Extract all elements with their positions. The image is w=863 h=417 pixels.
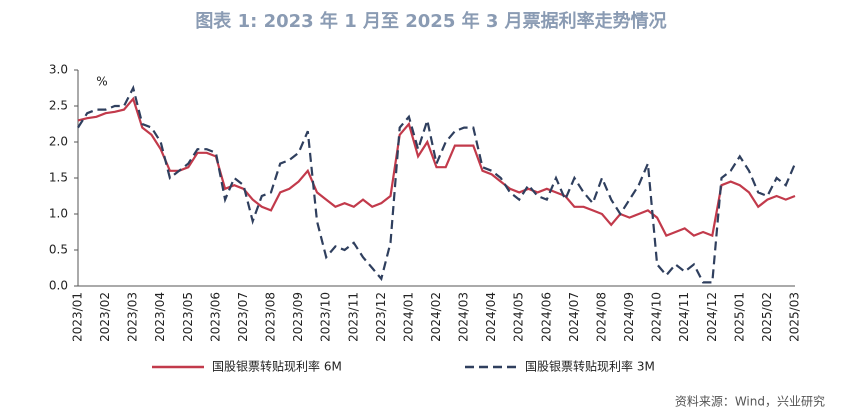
x-tick-label: 2023/03 <box>126 292 140 342</box>
x-tick-label: 2024/12 <box>705 292 719 342</box>
x-tick-label: 2023/10 <box>319 292 333 342</box>
x-tick-label: 2025/01 <box>732 292 746 342</box>
legend-label: 国股银票转贴现利率 6M <box>212 359 342 374</box>
y-tick-label: 0.5 <box>49 243 68 257</box>
x-tick-label: 2025/02 <box>760 292 774 342</box>
y-tick-label: 3.0 <box>49 63 68 77</box>
y-tick-label: 0.0 <box>49 279 68 293</box>
x-tick-label: 2023/09 <box>291 292 305 342</box>
line-series <box>77 96 796 238</box>
x-tick-label: 2023/05 <box>181 292 195 342</box>
x-tick-label: 2023/11 <box>346 292 360 342</box>
x-tick-label: 2024/05 <box>512 292 526 342</box>
legend-label: 国股银票转贴现利率 3M <box>525 359 655 374</box>
y-unit: % <box>96 75 107 89</box>
x-tick-label: 2023/06 <box>208 292 222 342</box>
x-tick-label: 2023/01 <box>71 292 85 342</box>
y-tick-label: 1.0 <box>49 207 68 221</box>
chart-title: 图表 1: 2023 年 1 月至 2025 年 3 月票据利率走势情况 <box>195 10 666 32</box>
x-tick-label: 2024/07 <box>567 292 581 342</box>
x-tick-label: 2023/02 <box>98 292 112 342</box>
x-tick-label: 2024/08 <box>594 292 608 342</box>
x-tick-label: 2024/06 <box>539 292 553 342</box>
y-tick-label: 2.0 <box>49 135 68 149</box>
x-tick-label: 2024/02 <box>429 292 443 342</box>
source: 资料来源：Wind，兴业研究 <box>675 394 825 409</box>
x-tick-label: 2024/03 <box>457 292 471 342</box>
x-tick-label: 2024/01 <box>401 292 415 342</box>
x-tick-label: 2023/04 <box>153 292 167 342</box>
x-tick-label: 2023/07 <box>236 292 250 342</box>
x-tick-label: 2023/12 <box>374 292 388 342</box>
x-tick-label: 2025/03 <box>788 292 802 342</box>
y-tick-label: 1.5 <box>49 171 68 185</box>
line-series <box>77 84 797 284</box>
x-tick-label: 2024/11 <box>677 292 691 342</box>
x-tick-label: 2024/09 <box>622 292 636 342</box>
y-tick-label: 2.5 <box>49 99 68 113</box>
x-tick-label: 2024/10 <box>650 292 664 342</box>
x-tick-label: 2023/08 <box>264 292 278 342</box>
x-tick-label: 2024/04 <box>484 292 498 342</box>
